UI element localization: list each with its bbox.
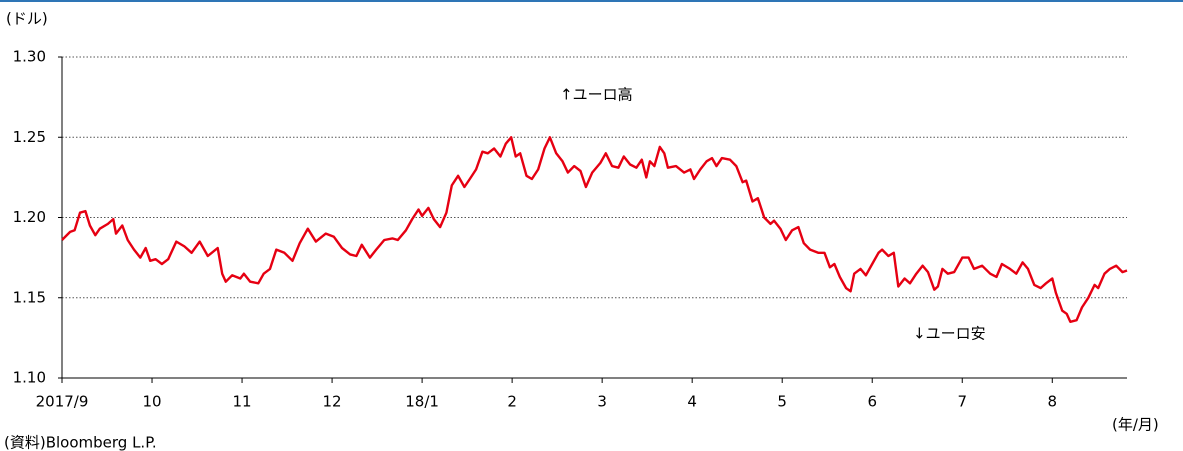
x-tick-label: 6 (867, 393, 877, 411)
x-tick-label: 2017/9 (36, 393, 89, 411)
y-axis-label: (ドル) (6, 10, 48, 28)
x-tick-label: 7 (957, 393, 967, 411)
x-tick-label: 2 (507, 393, 517, 411)
y-tick-label: 1.15 (13, 288, 46, 306)
x-tick-label: 4 (687, 393, 697, 411)
x-tick-label: 12 (323, 393, 342, 411)
annotation: ↑ユーロ高 (560, 86, 633, 104)
y-tick-label: 1.25 (13, 128, 46, 146)
source: (資料)Bloomberg L.P. (4, 434, 157, 451)
x-tick-label: 8 (1048, 393, 1058, 411)
x-tick-label: 3 (597, 393, 607, 411)
x-tick-label: 18/1 (405, 393, 439, 411)
y-tick-label: 1.20 (13, 208, 46, 226)
annotation: ↓ユーロ安 (913, 325, 986, 343)
top-border (0, 0, 1183, 2)
x-tick-label: 11 (233, 393, 252, 411)
x-axis-label: (年/月) (1112, 416, 1159, 434)
x-tick-label: 10 (142, 393, 161, 411)
y-tick-label: 1.10 (13, 369, 46, 387)
y-tick-label: 1.30 (13, 48, 46, 66)
x-tick-label: 5 (777, 393, 787, 411)
series-line (61, 136, 1128, 323)
